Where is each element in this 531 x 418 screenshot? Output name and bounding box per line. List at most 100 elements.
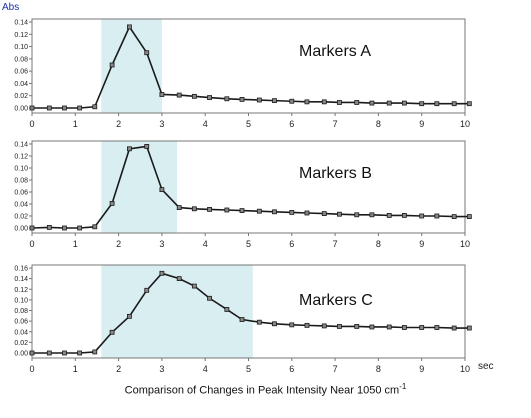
data-point <box>159 187 165 193</box>
x-tick-label: 4 <box>203 364 208 374</box>
x-tick-label: 6 <box>289 364 294 374</box>
data-point <box>224 307 230 312</box>
data-point <box>419 325 425 330</box>
data-point <box>369 212 375 218</box>
data-point <box>29 225 35 231</box>
x-tick-label: 2 <box>116 119 121 129</box>
series-line <box>31 145 470 229</box>
y-tick-label: 0.12 <box>14 154 28 161</box>
y-tick-label: 0.12 <box>14 287 28 294</box>
data-point <box>401 325 407 330</box>
data-point <box>77 350 83 356</box>
data-point <box>191 93 197 99</box>
data-point <box>62 225 67 231</box>
y-tick-label: 0.10 <box>14 166 28 173</box>
data-point <box>176 205 182 211</box>
data-point <box>144 143 150 149</box>
data-point <box>239 97 245 102</box>
data-point <box>62 350 67 356</box>
y-tick-label: 0.00 <box>14 226 28 233</box>
data-point <box>337 211 342 217</box>
y-tick-label: 0.00 <box>14 351 28 358</box>
y-tick-label: 0.12 <box>14 32 28 39</box>
data-point <box>369 324 375 330</box>
caption-superscript: -1 <box>399 382 407 391</box>
highlight-band <box>101 141 178 233</box>
data-point <box>434 101 440 107</box>
data-point <box>354 212 360 218</box>
x-tick-label: 0 <box>29 239 34 249</box>
x-tick-label: 0 <box>29 119 34 129</box>
x-tick-label: 10 <box>460 119 470 129</box>
data-point <box>256 208 262 214</box>
x-tick-label: 7 <box>333 239 338 249</box>
data-point <box>109 62 115 68</box>
data-point <box>419 213 425 219</box>
x-tick-label: 4 <box>203 119 208 129</box>
data-point <box>207 95 212 100</box>
data-point <box>239 208 245 214</box>
panel-title: Markers C <box>299 292 373 309</box>
panel-title: Markers A <box>299 43 371 60</box>
data-point <box>272 321 277 327</box>
y-tick-label: 0.02 <box>14 93 28 100</box>
x-tick-label: 1 <box>73 239 78 249</box>
data-point <box>239 317 245 322</box>
x-tick-label: 9 <box>419 119 424 129</box>
data-point <box>289 209 295 215</box>
y-tick-label: 0.02 <box>14 214 28 221</box>
data-point <box>77 225 83 231</box>
x-tick-label: 7 <box>333 364 338 374</box>
series-line <box>32 25 470 109</box>
y-tick-label: 0.06 <box>14 69 28 76</box>
data-point <box>419 101 425 107</box>
x-tick-label: 10 <box>460 364 470 374</box>
y-tick-label: 0.04 <box>14 202 28 209</box>
data-point <box>109 200 115 206</box>
data-point <box>77 105 83 111</box>
y-tick-label: 0.04 <box>14 81 28 88</box>
series-line <box>32 272 470 354</box>
x-tick-label: 1 <box>73 119 78 129</box>
data-point <box>62 105 67 111</box>
data-point <box>451 214 457 220</box>
y-unit-label: Abs <box>2 2 20 13</box>
data-point <box>176 92 182 98</box>
data-point <box>272 209 277 215</box>
x-tick-label: 6 <box>289 239 294 249</box>
data-point <box>321 211 327 217</box>
data-point <box>127 24 132 30</box>
y-tick-label: 0.08 <box>14 56 28 63</box>
data-point <box>46 105 52 111</box>
data-point <box>256 97 262 103</box>
y-tick-label: 0.08 <box>14 178 28 185</box>
y-tick-label: 0.08 <box>14 308 28 315</box>
data-point <box>451 325 457 331</box>
data-point <box>144 50 150 56</box>
data-point <box>304 99 310 105</box>
x-tick-label: 3 <box>159 364 164 374</box>
data-point <box>289 322 295 328</box>
plot-frame <box>31 140 466 234</box>
data-point <box>92 349 98 355</box>
x-tick-label: 0 <box>29 364 34 374</box>
data-point <box>337 100 342 105</box>
y-tick-label: 0.04 <box>14 329 28 336</box>
y-tick-label: 0.16 <box>14 266 28 273</box>
data-point <box>386 212 392 218</box>
x-tick-label: 2 <box>116 364 121 374</box>
y-tick-label: 0.14 <box>14 142 28 149</box>
data-point <box>207 295 212 301</box>
data-point <box>451 101 457 107</box>
caption-text: Comparison of Changes in Peak Intensity … <box>124 384 400 397</box>
y-tick-label: 0.14 <box>14 276 28 283</box>
x-tick-label: 3 <box>159 239 164 249</box>
figure-caption: Comparison of Changes in Peak Intensity … <box>0 382 531 397</box>
data-point <box>369 100 375 106</box>
data-point <box>354 100 360 105</box>
y-tick-label: 0.00 <box>14 106 28 113</box>
panel-title: Markers B <box>299 165 372 182</box>
data-point <box>29 350 35 356</box>
